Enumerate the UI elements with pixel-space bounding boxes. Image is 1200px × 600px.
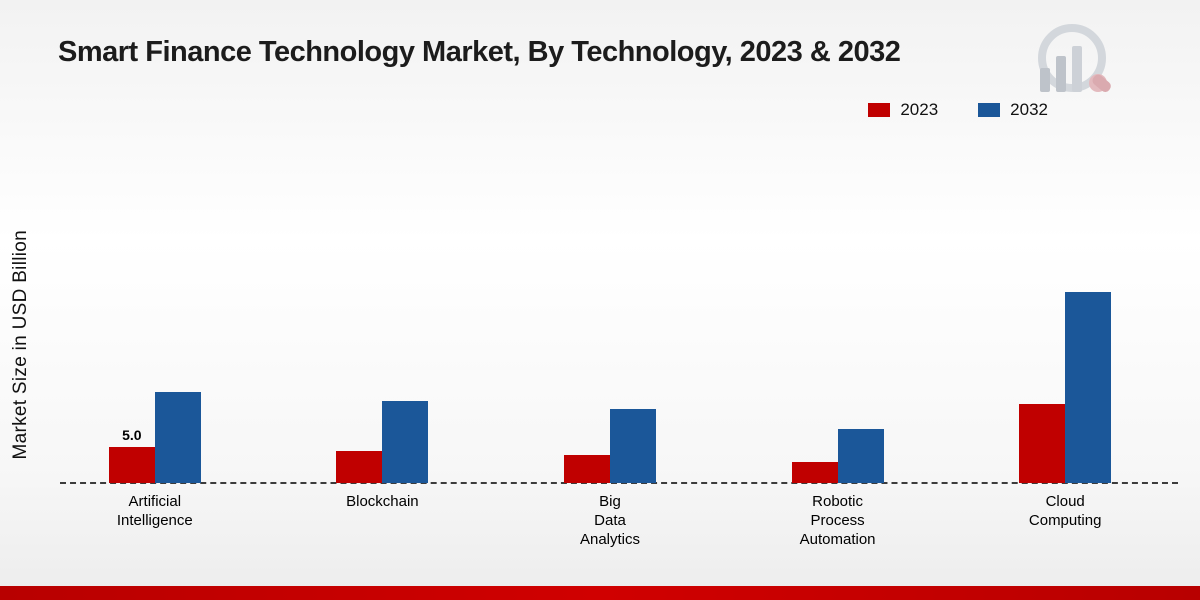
category-label-blockchain: Blockchain xyxy=(346,493,419,510)
bar-wrap xyxy=(837,429,884,483)
bar-chart: 5.0 xyxy=(41,233,1179,483)
category-label-big-data-analytics: Big Data Analytics xyxy=(579,493,640,548)
category-label-artificial-intelligence: Artificial Intelligence xyxy=(116,493,193,529)
bar-wrap xyxy=(563,454,610,483)
x-axis-category-labels: Artificial Intelligence Blockchain Big Data A… xyxy=(41,492,1179,549)
bar-group-big-data-analytics xyxy=(496,233,724,483)
bar-group-robotic-process-automation xyxy=(724,233,952,483)
legend-swatch-2032 xyxy=(978,103,1001,117)
x-axis-baseline xyxy=(60,482,1178,484)
bar-wrap xyxy=(154,392,201,483)
bar-2032-cloud-computing xyxy=(1065,292,1112,483)
bar-wrap xyxy=(382,400,429,483)
bar-wrap: 5.0 xyxy=(108,427,155,483)
bar-value-label: 5.0 xyxy=(122,427,142,443)
bar-2032-blockchain xyxy=(382,400,429,483)
bar-2023-artificial-intelligence xyxy=(108,447,155,483)
bar-wrap xyxy=(791,462,838,483)
legend-label-2032: 2032 xyxy=(1010,100,1048,119)
bar-2032-artificial-intelligence xyxy=(154,392,201,483)
bar-2032-robotic-process-automation xyxy=(837,429,884,483)
y-axis-label: Market Size in USD Billion xyxy=(10,230,31,460)
legend-label-2023: 2023 xyxy=(900,100,939,119)
bar-group-blockchain xyxy=(269,233,497,483)
market-research-logo-icon xyxy=(1010,20,1120,115)
category-label-robotic-process-automation: Robotic Process Automation xyxy=(799,493,876,548)
bar-wrap xyxy=(609,408,656,483)
bar-group-artificial-intelligence: 5.0 xyxy=(41,233,269,483)
bar-wrap xyxy=(336,451,383,483)
legend: 2023 2032 xyxy=(868,100,1048,120)
bar-2023-cloud-computing xyxy=(1019,403,1066,483)
legend-item-2032: 2032 xyxy=(978,100,1048,120)
bar-group-cloud-computing xyxy=(951,233,1179,483)
category-label-cloud-computing: Cloud Computing xyxy=(1028,493,1102,529)
bar-2023-blockchain xyxy=(336,451,383,483)
bar-wrap xyxy=(1065,292,1112,483)
bar-2023-robotic-process-automation xyxy=(791,462,838,483)
footer-red-strip xyxy=(0,586,1200,600)
page-title: Smart Finance Technology Market, By Tech… xyxy=(58,36,901,68)
legend-item-2023: 2023 xyxy=(868,100,938,120)
y-axis-label-container: Market Size in USD Billion xyxy=(4,195,38,495)
legend-swatch-2023 xyxy=(868,103,891,117)
bar-2023-big-data-analytics xyxy=(563,454,610,483)
bar-2032-big-data-analytics xyxy=(609,408,656,483)
bar-wrap xyxy=(1019,403,1066,483)
